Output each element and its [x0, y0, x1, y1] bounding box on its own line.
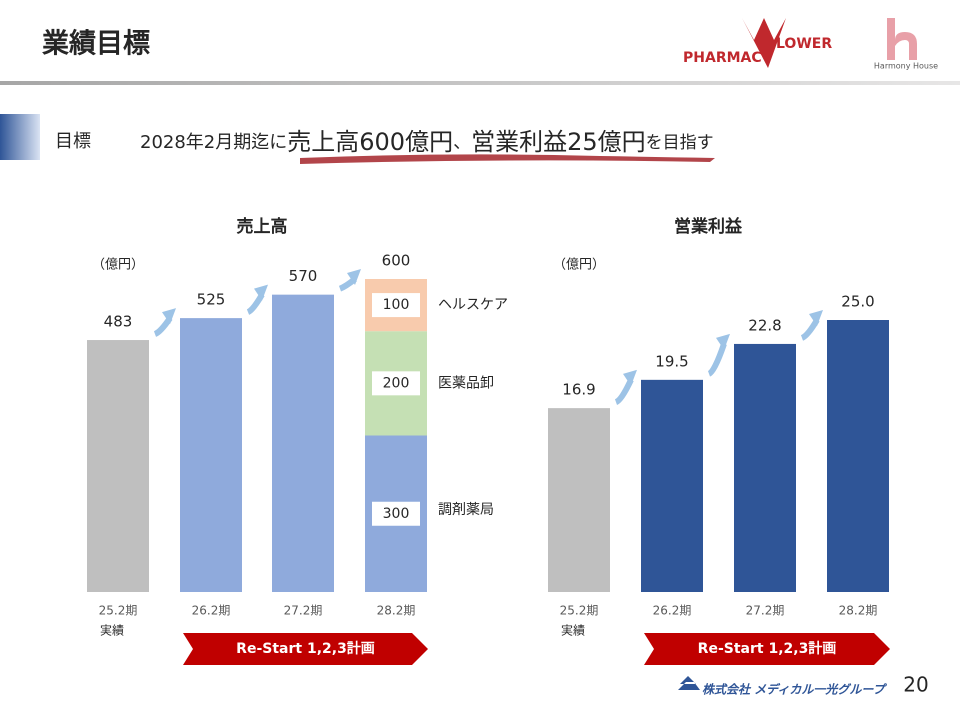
bar: [548, 408, 610, 592]
value-label: 25.0: [841, 293, 874, 311]
segment-label-box: [372, 293, 420, 318]
logo-mark: [742, 18, 786, 68]
segment-name: ヘルスケア: [438, 297, 508, 313]
segment-label: 300: [383, 506, 410, 522]
bar: [734, 343, 796, 592]
value-label: 483: [104, 313, 133, 331]
plan-banner: [183, 633, 428, 665]
plan-banner: [644, 633, 890, 665]
unit-label: （億円）: [553, 258, 605, 273]
x-tick-label: 27.2期: [746, 604, 785, 618]
growth-arrow-head: [809, 310, 823, 326]
growth-arrow-head: [162, 308, 176, 325]
x-tick-label: 28.2期: [839, 604, 878, 618]
segment-label: 200: [383, 375, 410, 391]
logo-text: PHARMAC: [683, 50, 762, 66]
chart-title: 売上高: [237, 216, 288, 237]
logo-text: Harmony House: [874, 62, 938, 71]
growth-arrow: [800, 318, 820, 341]
x-tick-label: 28.2期: [377, 604, 416, 618]
category-note: 実績: [100, 623, 124, 638]
segment-name: 調剤薬局: [438, 502, 494, 518]
bar: [827, 320, 889, 592]
footer-logo: [678, 676, 700, 690]
value-label: 22.8: [748, 316, 781, 334]
target-part: を目指す: [646, 133, 714, 153]
target-text: 2028年2月期迄に売上高600億円、営業利益25億円を目指す: [140, 128, 714, 156]
footer-company: 株式会社 メディカル一光グループ: [702, 683, 888, 697]
x-tick-label: 26.2期: [653, 604, 692, 618]
heading-label: 目標: [55, 131, 91, 152]
growth-arrow-head: [254, 284, 268, 301]
heading-marker: [0, 114, 40, 160]
bar: [180, 318, 242, 592]
growth-arrow-head: [623, 369, 637, 386]
x-tick-label: 26.2期: [192, 604, 231, 618]
brush-underline: [300, 154, 715, 164]
value-label: 19.5: [655, 352, 688, 370]
x-tick-label: 27.2期: [284, 604, 323, 618]
logo-mark: [887, 18, 917, 60]
growth-arrow-head: [347, 269, 361, 285]
target-part: 売上高600億円: [287, 128, 453, 156]
segment-label: 100: [383, 297, 410, 313]
segment-label-box: [372, 501, 420, 526]
value-label: 525: [197, 291, 226, 309]
segment-name: 医薬品卸: [438, 375, 494, 391]
plan-banner-text: Re-Start 1,2,3計画: [236, 640, 375, 657]
value-label: 600: [382, 252, 411, 270]
x-tick-label: 25.2期: [560, 604, 599, 618]
segment-label-box: [372, 371, 420, 396]
x-tick-label: 25.2期: [99, 604, 138, 618]
value-label: 16.9: [562, 381, 595, 399]
target-part: 、: [453, 132, 471, 153]
growth-arrow: [614, 378, 634, 405]
unit-label: （億円）: [92, 258, 144, 273]
plan-banner-text: Re-Start 1,2,3計画: [698, 640, 837, 657]
value-label: 570: [289, 267, 318, 285]
bar: [272, 294, 334, 592]
logo-text: LOWER: [776, 36, 832, 52]
target-part: 営業利益25億円: [471, 128, 646, 156]
growth-arrow-head: [716, 333, 730, 350]
growth-arrow: [707, 342, 727, 377]
bar: [87, 340, 149, 592]
target-part: 2028年2月期迄に: [140, 132, 287, 153]
bar: [641, 379, 703, 592]
slide-title: 業績目標: [42, 29, 150, 60]
chart-title: 営業利益: [674, 216, 743, 237]
page-number: 20: [903, 673, 928, 697]
title-rule: [0, 81, 960, 85]
category-note: 実績: [561, 623, 585, 638]
